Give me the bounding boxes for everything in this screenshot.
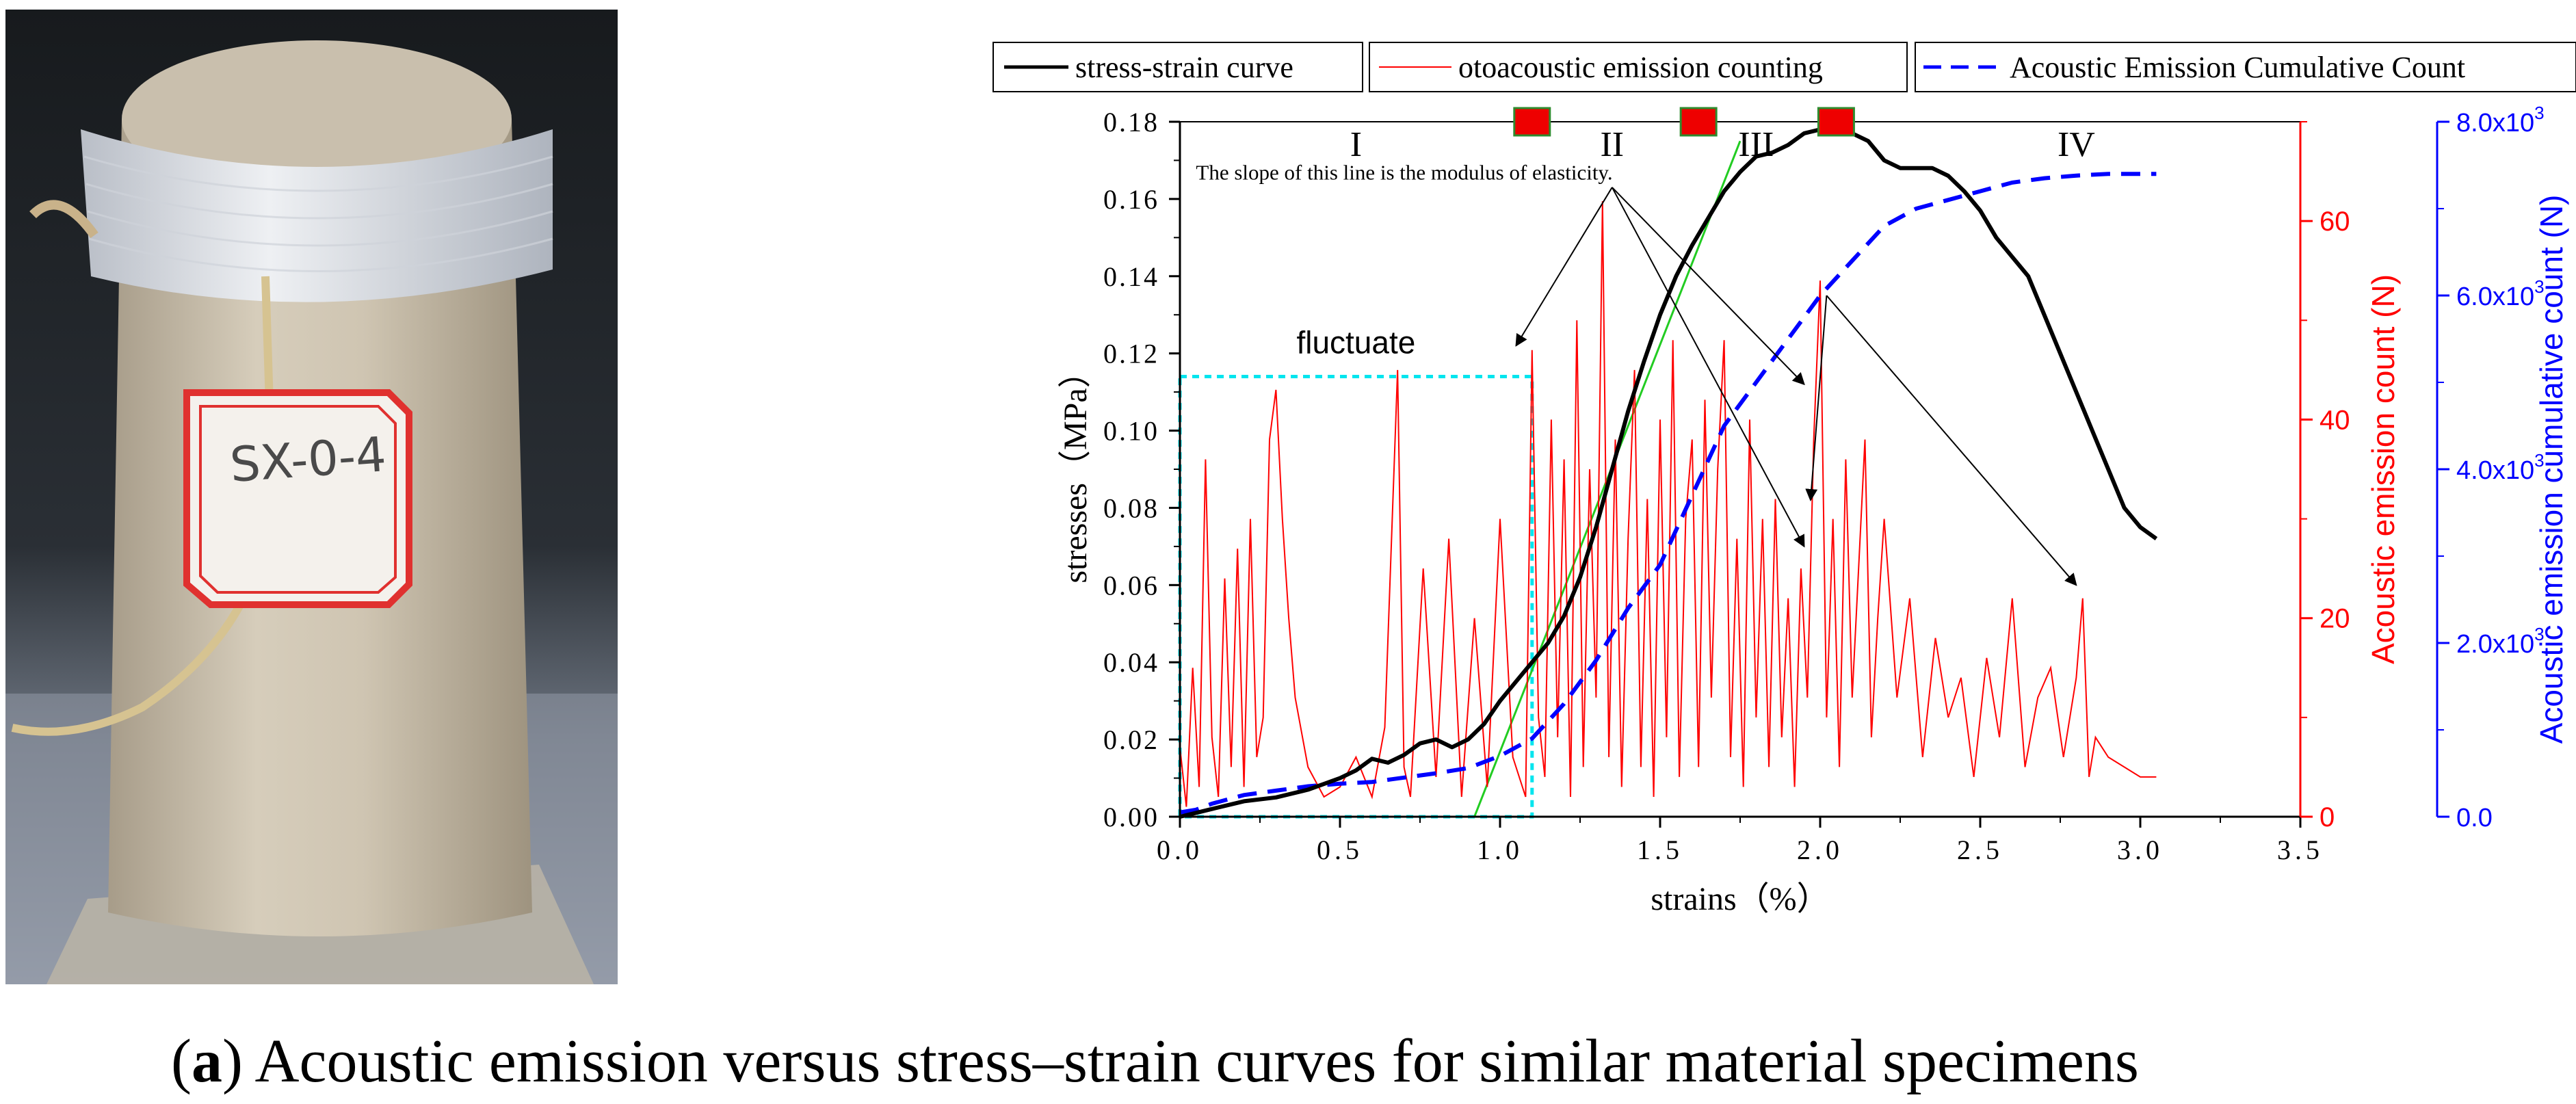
y-axis-left: 0.00 0.02 0.04 0.06 0.08 0.10 0.12 0.14 0.16 0.18 (1103, 107, 1181, 832)
y-right-cumulative-tick-label: 2.0x103 (2456, 624, 2545, 659)
stage-marker-2 (1679, 107, 1718, 137)
legend-label-cumulative: Acoustic Emission Cumulative Count (2010, 51, 2465, 84)
legend-label-ae: otoacoustic emission counting (1458, 51, 1823, 84)
annotation-arrow-2 (1611, 187, 1805, 548)
stress-strain-line (1179, 127, 2158, 819)
stage-marker-1 (1513, 107, 1551, 137)
x-tick-label: 1.5 (1637, 834, 1683, 865)
legend-box-stress (993, 42, 1363, 92)
y-right-cumulative-tick-exponent: 3 (2534, 624, 2544, 644)
y-left-tick-label: 0.18 (1103, 107, 1159, 137)
y-right-cumulative-tick-label: 4.0x103 (2456, 450, 2545, 485)
y-left-tick-label: 0.16 (1103, 184, 1159, 215)
caption-label: a (191, 1027, 222, 1095)
ae-count-line (1179, 201, 2157, 807)
specimen-photo: SX-0-4 (5, 10, 618, 984)
y-axis-right-cumulative: 0.0 2.0x103 4.0x103 6.0x103 8.0x103 (2436, 103, 2545, 832)
y-right-ae-tick-label: 60 (2319, 207, 2350, 237)
y-left-tick-label: 0.00 (1103, 802, 1159, 832)
legend-box-cumulative (1915, 42, 2576, 92)
y-left-tick-label: 0.10 (1103, 416, 1159, 447)
y-left-tick-label: 0.14 (1103, 261, 1159, 292)
x-tick-label: 3.0 (2117, 834, 2164, 865)
chart: stress-strain curve otoacoustic emission… (993, 42, 2576, 917)
y-left-tick-label: 0.08 (1103, 492, 1159, 523)
y-axis-right-cumulative-title: Acoustic emission cumulative count (N) (2534, 195, 2569, 744)
annotation-arrow-4 (1805, 295, 1828, 501)
annotation-arrow-3 (1612, 187, 1805, 386)
chart-area: stress-strain curve otoacoustic emission… (944, 27, 2576, 964)
y-axis-left-title: stresses（MPa） (1057, 355, 1094, 583)
y-right-cumulative-tick-exponent: 3 (2534, 276, 2544, 297)
x-axis-title: strains（%） (1651, 881, 1829, 917)
fluctuate-annotation: fluctuate (1296, 325, 1415, 360)
annotation-arrow-5 (1826, 295, 2077, 586)
y-right-cumulative-tick-exponent: 3 (2534, 103, 2544, 123)
y-right-cumulative-tick-label: 6.0x103 (2456, 276, 2545, 311)
x-tick-label: 1.0 (1477, 834, 1523, 865)
y-axis-right-ae: 0 20 40 60 (2299, 121, 2350, 832)
legend-label-stress: stress-strain curve (1075, 51, 1293, 84)
x-tick-label: 2.5 (1957, 834, 2003, 865)
y-right-cumulative-tick-label: 0.0 (2456, 804, 2493, 832)
y-right-ae-tick-label: 0 (2319, 802, 2335, 832)
stage-label-4: IV (2058, 125, 2095, 164)
stress-strain-series (1179, 127, 2158, 819)
plot-frame (1179, 121, 2301, 817)
caption-open-paren: ( (171, 1027, 192, 1095)
ae-count-series (1179, 201, 2157, 807)
y-left-tick-label: 0.12 (1103, 339, 1159, 369)
y-axis-right-ae-title: Acoustic emission count (N) (2365, 274, 2401, 664)
stage-label-3: III (1738, 125, 1774, 164)
y-left-tick-label: 0.04 (1103, 647, 1159, 678)
caption-close-paren: ) (222, 1027, 243, 1095)
y-right-cumulative-tick-exponent: 3 (2534, 450, 2544, 471)
stage-label-2: II (1600, 125, 1624, 164)
specimen-photo-image: SX-0-4 (5, 10, 618, 984)
x-tick-label: 0.5 (1317, 834, 1363, 865)
x-tick-label: 3.5 (2277, 834, 2324, 865)
x-tick-label: 2.0 (1797, 834, 1843, 865)
annotation-arrow-1 (1515, 187, 1613, 347)
cumulative-series (1179, 172, 2157, 815)
y-right-ae-tick-label: 40 (2319, 405, 2350, 435)
slope-annotation: The slope of this line is the modulus of… (1196, 161, 1612, 185)
specimen-label-text: SX-0-4 (228, 426, 388, 493)
legend: stress-strain curve otoacoustic emission… (993, 42, 2576, 92)
x-tick-label: 0.0 (1157, 834, 1203, 865)
overlay-back (1178, 140, 1742, 819)
elastic-modulus-line (1473, 140, 1742, 817)
fluctuate-box (1178, 375, 1534, 819)
cumulative-count-line (1179, 172, 2157, 815)
stage-marker-3 (1817, 107, 1855, 137)
legend-box-ae (1369, 42, 1908, 92)
y-right-ae-tick-label: 20 (2319, 604, 2350, 634)
figure-caption: (a) Acoustic emission versus stress–stra… (171, 1026, 2139, 1096)
stage-label-1: I (1350, 125, 1362, 164)
y-right-cumulative-tick-label: 8.0x103 (2456, 103, 2545, 137)
y-left-tick-label: 0.06 (1103, 570, 1159, 601)
y-left-tick-label: 0.02 (1103, 724, 1159, 755)
caption-text: Acoustic emission versus stress–strain c… (242, 1027, 2139, 1095)
x-axis: 0.0 0.5 1.0 1.5 2.0 2.5 3.0 3.5 (1157, 815, 2324, 865)
